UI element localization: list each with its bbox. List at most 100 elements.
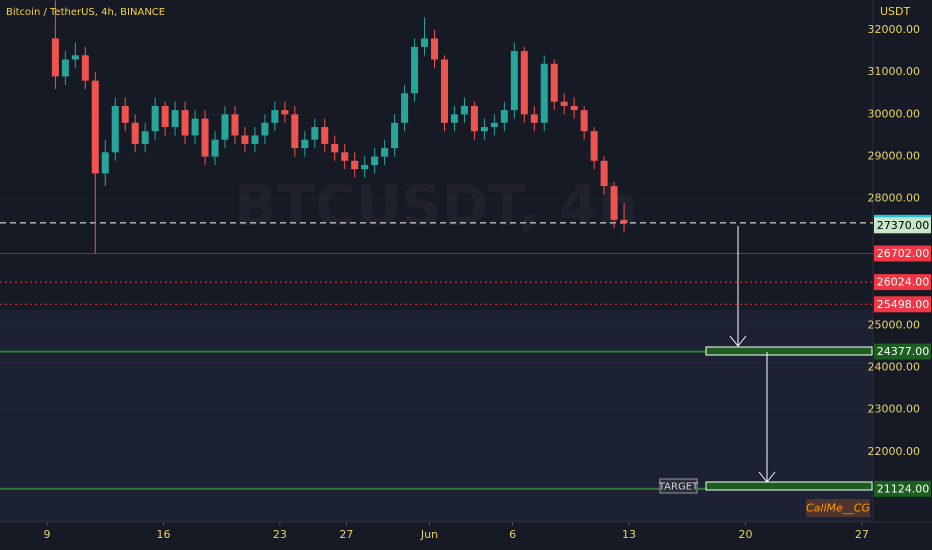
- candle-body: [261, 122, 269, 136]
- level-label: 26024.00: [877, 276, 930, 289]
- signature-box: [806, 499, 870, 517]
- candle-body: [550, 63, 558, 102]
- candle-body: [560, 101, 568, 106]
- candle-body: [600, 160, 608, 187]
- target-label: TARGET: [658, 482, 699, 493]
- y-tick-label: 31000.00: [868, 65, 921, 78]
- x-tick-label: 9: [44, 528, 51, 541]
- y-tick-label: 29000.00: [868, 150, 921, 163]
- candle-body: [590, 131, 598, 161]
- candle-body: [131, 122, 139, 144]
- candle-body: [51, 38, 59, 77]
- y-tick-label: 22000.00: [868, 445, 921, 458]
- candle-body: [371, 156, 379, 165]
- y-tick-label: 25000.00: [868, 318, 921, 331]
- candle-body: [480, 127, 488, 132]
- candle-body: [111, 105, 119, 153]
- x-tick-label: 6: [509, 528, 516, 541]
- x-tick-label: 27: [855, 528, 869, 541]
- level-label-box: [874, 217, 931, 234]
- candle-body: [331, 143, 339, 153]
- x-tick-label: 13: [622, 528, 636, 541]
- level-label-box: [874, 245, 931, 262]
- candle-body: [381, 148, 389, 157]
- candle-body: [391, 122, 399, 149]
- candle-body: [500, 110, 508, 123]
- candle-body: [321, 127, 329, 144]
- candle-body: [341, 152, 349, 161]
- candle-body: [91, 80, 99, 174]
- candle-body: [570, 105, 578, 111]
- x-tick-label: 20: [738, 528, 752, 541]
- level-label-box: [874, 343, 931, 360]
- x-tick-label: 23: [273, 528, 287, 541]
- candle-body: [510, 51, 518, 111]
- candle-body: [161, 105, 169, 128]
- y-tick-label: 23000.00: [868, 403, 921, 416]
- candle-body: [301, 139, 309, 149]
- candle-body: [460, 105, 468, 115]
- candle-body: [440, 59, 448, 123]
- candle-body: [181, 110, 189, 136]
- level-label: 21124.00: [877, 482, 930, 495]
- candle-body: [211, 139, 219, 157]
- level-label: 27370.00: [877, 219, 930, 232]
- level-label-box: [874, 296, 931, 313]
- signature: CallMe__CG: [806, 502, 870, 515]
- x-tick-label: 27: [339, 528, 353, 541]
- y-tick-label: 28000.00: [868, 192, 921, 205]
- candle-body: [251, 135, 259, 144]
- candle-body: [281, 110, 289, 115]
- candle-body: [351, 160, 359, 170]
- target-label-box: [659, 478, 698, 494]
- candle-body: [81, 55, 89, 81]
- candle-body: [530, 114, 538, 123]
- y-tick-label: 24000.00: [868, 360, 921, 373]
- candle-body: [291, 114, 299, 149]
- level-label: 26702.00: [877, 247, 930, 260]
- candle-body: [311, 127, 319, 140]
- candle-body: [411, 46, 419, 94]
- candle-body: [151, 105, 159, 132]
- level-label: 24377.00: [877, 345, 930, 358]
- candle-body: [231, 114, 239, 136]
- candle-body: [241, 135, 249, 144]
- candle-body: [450, 114, 458, 123]
- candle-body: [201, 118, 209, 157]
- y-tick-label: 30000.00: [868, 107, 921, 120]
- candle-body: [221, 114, 229, 140]
- candle-body: [141, 131, 149, 144]
- target-box-1: [705, 346, 873, 356]
- target-box-2: [705, 481, 873, 491]
- level-label: 25498.00: [877, 298, 930, 311]
- candle-body: [620, 219, 628, 223]
- candle-body: [431, 38, 439, 60]
- level-label-box: [874, 274, 931, 291]
- candle-body: [61, 59, 69, 77]
- candle-body: [580, 110, 588, 132]
- candle-body: [271, 110, 279, 123]
- y-axis-label: USDT: [880, 5, 911, 18]
- candle-body: [361, 164, 369, 170]
- chart-title: Bitcoin / TetherUS, 4h, BINANCE: [6, 7, 165, 18]
- candle-body: [470, 105, 478, 132]
- x-tick-label: Jun: [420, 528, 438, 541]
- candle-body: [520, 51, 528, 115]
- y-tick-label: 32000.00: [868, 23, 921, 36]
- candle-body: [421, 38, 429, 47]
- watermark: BTCUSDT, 4h: [234, 174, 638, 239]
- candle-body: [71, 55, 79, 60]
- projection: TARGET CallMe__CG: [658, 226, 873, 517]
- candle-body: [490, 122, 498, 128]
- candle-body: [401, 93, 409, 123]
- candle-body: [191, 118, 199, 136]
- candle-body: [610, 186, 618, 220]
- candle-body: [121, 105, 129, 123]
- candle-body: [171, 110, 179, 128]
- x-tick-label: 16: [156, 528, 170, 541]
- arrow-1-head: [729, 335, 747, 347]
- candle-body: [540, 63, 548, 123]
- candle-body: [101, 152, 109, 174]
- level-label-box: [874, 480, 931, 497]
